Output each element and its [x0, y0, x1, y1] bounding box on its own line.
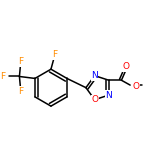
Text: F: F — [52, 50, 57, 59]
Text: O: O — [91, 95, 98, 104]
Text: O: O — [132, 82, 139, 91]
Text: N: N — [91, 71, 98, 80]
Text: F: F — [18, 86, 23, 96]
Text: F: F — [0, 72, 5, 81]
Text: N: N — [105, 91, 112, 100]
Text: F: F — [18, 57, 23, 66]
Text: O: O — [123, 62, 130, 71]
